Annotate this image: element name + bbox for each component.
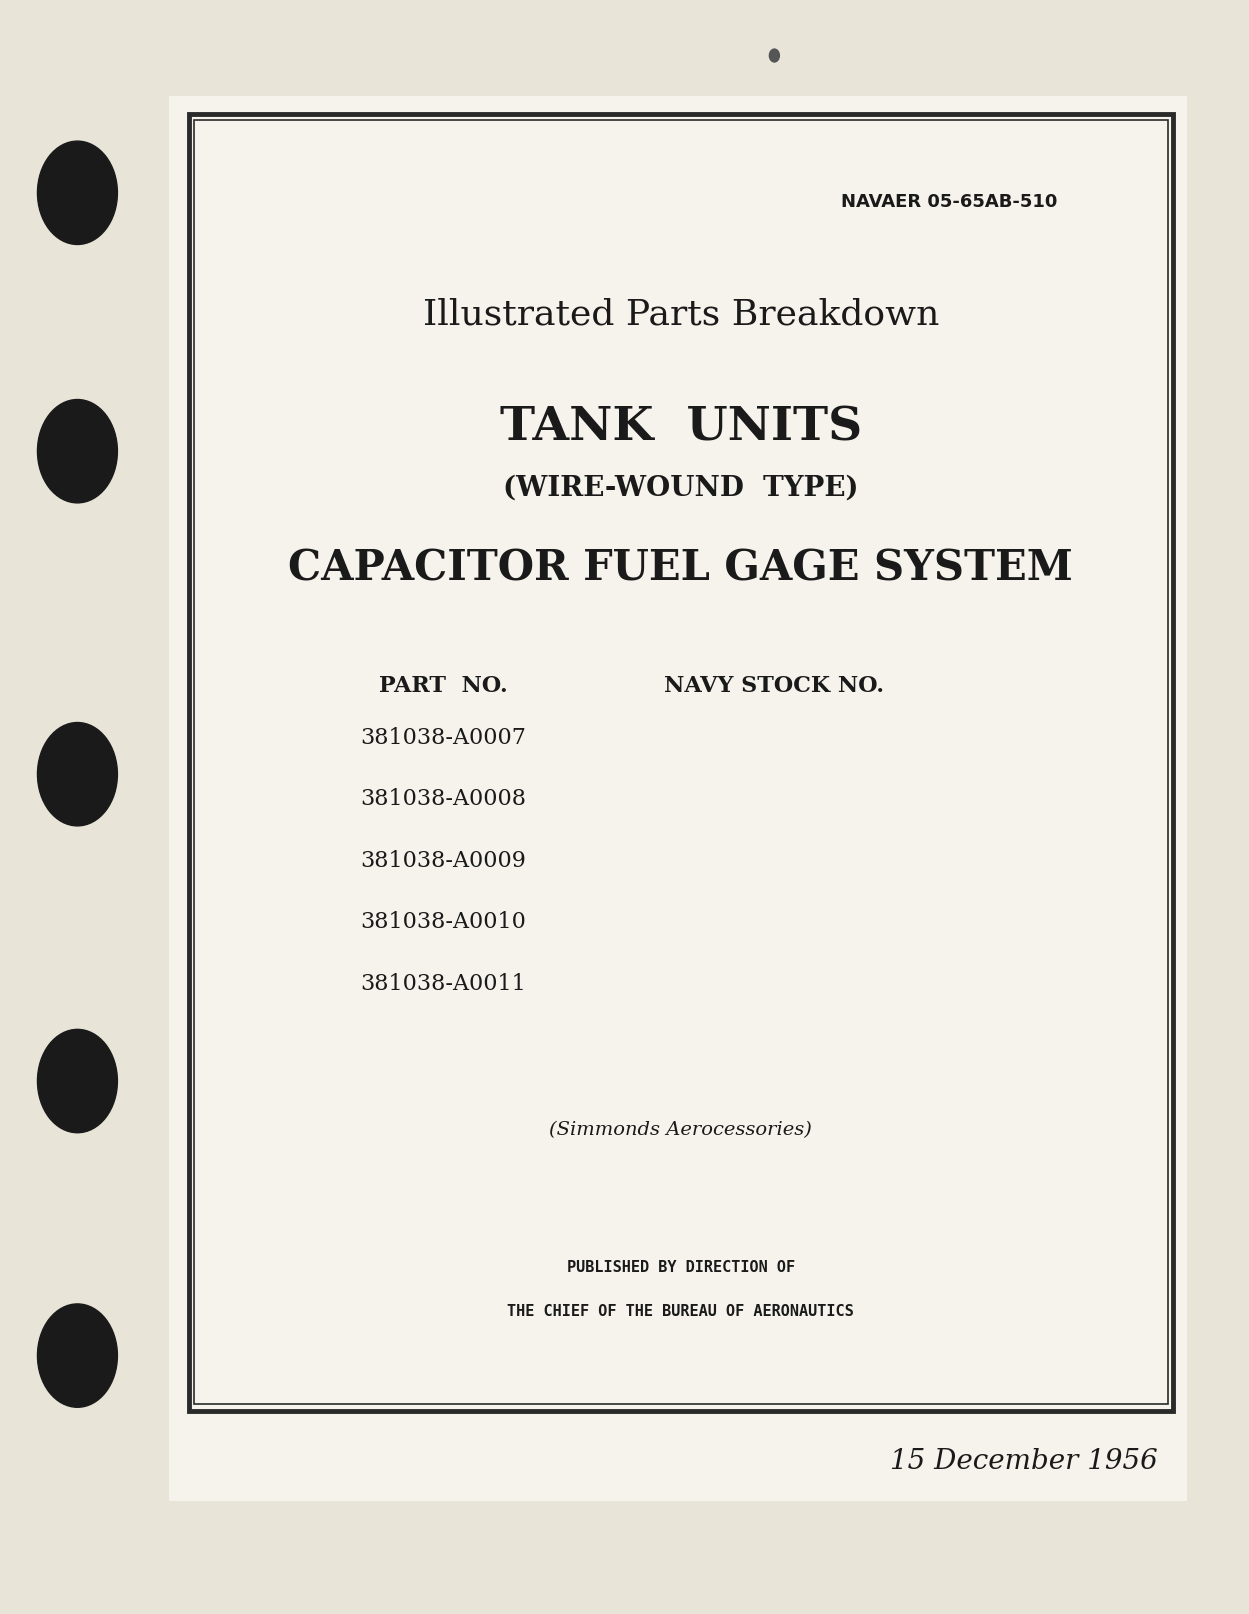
Bar: [194, 121, 1168, 1404]
Circle shape: [37, 1304, 117, 1407]
Text: 381038-A0010: 381038-A0010: [361, 910, 526, 933]
Text: TANK  UNITS: TANK UNITS: [500, 405, 862, 450]
Text: NAVAER 05-65AB-510: NAVAER 05-65AB-510: [841, 192, 1058, 211]
Circle shape: [37, 723, 117, 826]
Bar: [189, 115, 1173, 1411]
Text: 381038-A0008: 381038-A0008: [361, 788, 526, 810]
Text: THE CHIEF OF THE BUREAU OF AERONAUTICS: THE CHIEF OF THE BUREAU OF AERONAUTICS: [507, 1302, 854, 1319]
Circle shape: [37, 142, 117, 245]
Circle shape: [37, 1030, 117, 1133]
Text: (Simmonds Aerocessories): (Simmonds Aerocessories): [550, 1120, 812, 1139]
Text: PART  NO.: PART NO.: [380, 675, 507, 697]
Text: 381038-A0007: 381038-A0007: [361, 726, 526, 749]
Text: 381038-A0009: 381038-A0009: [361, 849, 526, 872]
Text: (WIRE-WOUND  TYPE): (WIRE-WOUND TYPE): [503, 475, 858, 500]
Circle shape: [769, 50, 779, 63]
Text: Illustrated Parts Breakdown: Illustrated Parts Breakdown: [422, 297, 939, 332]
Text: PUBLISHED BY DIRECTION OF: PUBLISHED BY DIRECTION OF: [567, 1259, 794, 1275]
Text: NAVY STOCK NO.: NAVY STOCK NO.: [664, 675, 884, 697]
Circle shape: [37, 400, 117, 504]
Text: CAPACITOR FUEL GAGE SYSTEM: CAPACITOR FUEL GAGE SYSTEM: [289, 547, 1073, 589]
Bar: [169, 97, 1187, 1501]
Text: 381038-A0011: 381038-A0011: [361, 972, 526, 994]
Text: 15 December 1956: 15 December 1956: [891, 1448, 1158, 1474]
